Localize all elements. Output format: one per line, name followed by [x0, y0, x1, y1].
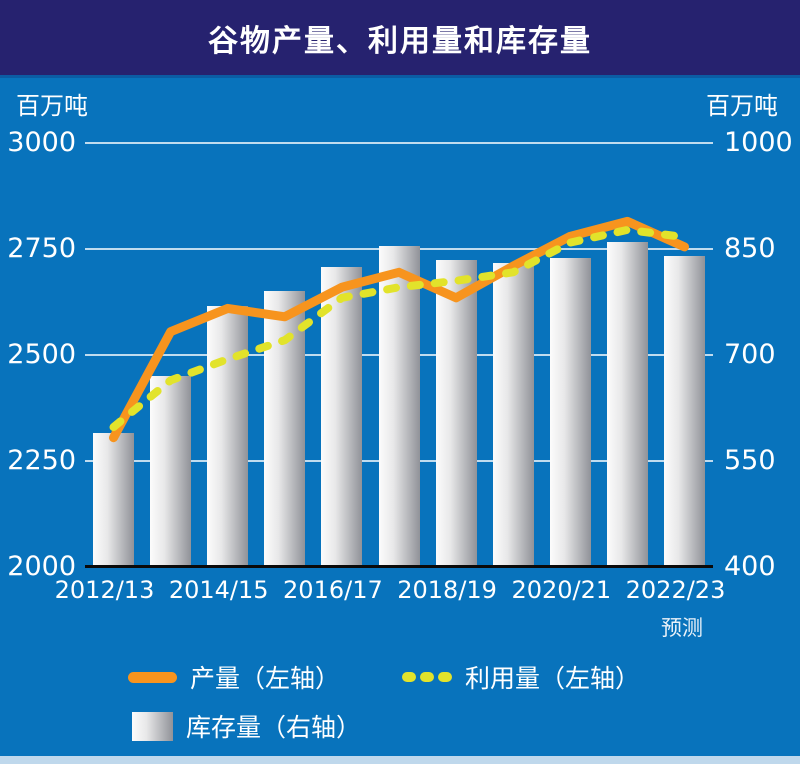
left-axis-tick-label: 3000	[7, 127, 76, 158]
right-axis-unit-label: 百万吨	[706, 92, 778, 120]
gridline	[85, 142, 713, 144]
stocks-bar	[549, 257, 591, 567]
stocks-bar	[321, 266, 363, 567]
right-axis-tick-label: 550	[724, 445, 776, 476]
left-axis-tick-label: 2250	[7, 445, 76, 476]
right-axis-tick-label: 700	[724, 339, 776, 370]
x-axis-line	[85, 565, 713, 568]
right-axis-tick-label: 850	[724, 233, 776, 264]
x-axis-tick-label: 2014/15	[168, 576, 269, 604]
stocks-bar	[492, 263, 534, 567]
left-axis-tick-label: 2000	[7, 551, 76, 582]
stocks-bar	[150, 376, 192, 567]
x-axis-tick-label: 2016/17	[283, 576, 383, 604]
stocks-bar	[93, 432, 134, 567]
stocks-bar	[264, 291, 306, 567]
stocks-bar	[378, 245, 420, 567]
forecast-note: 预测	[661, 616, 703, 640]
chart-title: 谷物产量、利用量和库存量	[208, 23, 592, 59]
x-axis-tick-label: 2022/23	[625, 576, 726, 604]
bottom-strip	[0, 756, 800, 764]
x-axis-tick-label: 2020/21	[511, 576, 612, 604]
right-axis-tick-label: 1000	[724, 127, 793, 158]
stocks-bar	[435, 259, 477, 567]
x-axis-tick-label: 2012/13	[54, 576, 155, 604]
left-axis-tick-label: 2750	[7, 233, 76, 264]
left-axis-tick-label: 2500	[7, 339, 76, 370]
stocks-bar	[606, 241, 648, 567]
x-axis-tick-label: 2018/19	[397, 576, 497, 604]
right-axis-tick-label: 400	[724, 551, 776, 582]
stocks-bar	[207, 305, 249, 567]
left-axis-unit-label: 百万吨	[16, 92, 88, 120]
stocks-bar	[664, 256, 705, 567]
title-bar: 谷物产量、利用量和库存量	[0, 0, 800, 78]
